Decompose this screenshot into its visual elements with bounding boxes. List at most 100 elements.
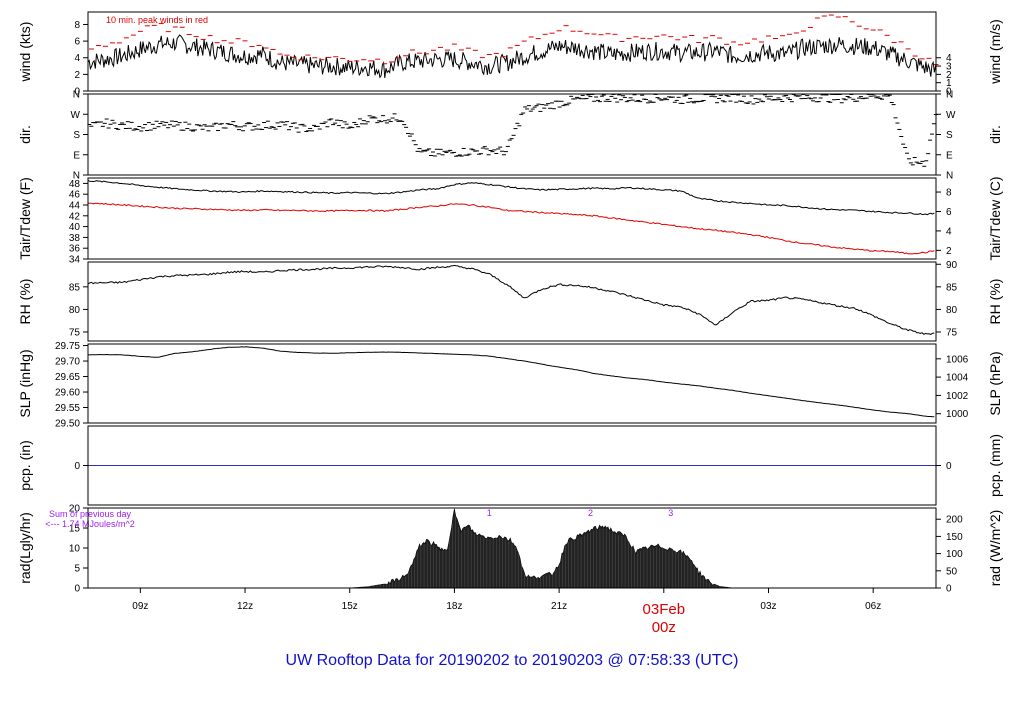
right-tick-label: 85 xyxy=(946,282,958,293)
right-tick-label: 1000 xyxy=(946,409,969,420)
panel-frame xyxy=(87,11,937,92)
panel-frame xyxy=(87,261,937,342)
y-axis-label-left: wind (kts) xyxy=(17,22,33,83)
right-tick-label: W xyxy=(946,110,956,121)
y-axis-label-left: Tair/Tdew (F) xyxy=(17,177,33,259)
y-axis-label-right: dir. xyxy=(987,125,1003,144)
left-tick-label: 29.50 xyxy=(55,419,80,430)
right-tick-label: 3 xyxy=(946,62,952,73)
radiation-peak-label: 1 xyxy=(487,508,492,518)
panel-frame xyxy=(87,507,937,589)
left-tick-label: N xyxy=(73,171,80,182)
right-tick-label: 8 xyxy=(946,188,952,199)
right-tick-label: S xyxy=(946,130,953,141)
right-tick-label: 100 xyxy=(946,549,963,560)
right-tick-label: 0 xyxy=(946,584,952,595)
right-tick-label: 6 xyxy=(946,207,952,218)
left-tick-label: 29.65 xyxy=(55,372,80,383)
left-tick-label: 36 xyxy=(69,244,81,255)
left-tick-label: 85 xyxy=(69,282,81,293)
left-tick-label: 2 xyxy=(74,70,80,81)
left-tick-label: 29.55 xyxy=(55,403,80,414)
right-tick-label: 75 xyxy=(946,327,958,338)
right-tick-label: 0 xyxy=(946,461,952,472)
right-tick-label: 1004 xyxy=(946,373,969,384)
left-tick-label: S xyxy=(73,130,80,141)
wind-speed-line xyxy=(87,34,937,79)
left-tick-label: 29.60 xyxy=(55,388,80,399)
right-tick-label: E xyxy=(946,150,953,161)
left-tick-label: E xyxy=(73,150,80,161)
panel-frame xyxy=(87,425,937,506)
left-tick-label: 6 xyxy=(74,37,80,48)
left-tick-label: 40 xyxy=(69,222,81,233)
panel-slp: 29.50 29.55 29.60 29.65 29.70 29.75 1000 1002 10… xyxy=(17,341,1003,429)
left-tick-label: 5 xyxy=(74,564,80,575)
left-tick-label: 42 xyxy=(69,211,81,222)
right-tick-label: 2 xyxy=(946,70,952,81)
left-tick-label: 38 xyxy=(69,233,81,244)
left-tick-label: 80 xyxy=(69,305,81,316)
left-tick-label: 44 xyxy=(69,201,81,212)
right-tick-label: 90 xyxy=(946,260,958,271)
slp-series-line xyxy=(88,346,935,418)
right-tick-label: N xyxy=(946,171,953,182)
left-tick-label: 8 xyxy=(74,20,80,31)
time-tick-label: 18z xyxy=(446,601,462,612)
time-tick-label: 03z xyxy=(760,601,776,612)
right-tick-label: 80 xyxy=(946,305,958,316)
right-tick-label: 1006 xyxy=(946,354,969,365)
left-tick-label: 15 xyxy=(69,524,81,535)
radiation-sum-note: Sum of previous day xyxy=(49,509,132,519)
y-axis-label-right: wind (m/s) xyxy=(987,19,1003,85)
time-tick-label: 21z xyxy=(551,601,567,612)
left-tick-label: 46 xyxy=(69,190,81,201)
y-axis-label-left: pcp. (in) xyxy=(17,440,33,491)
right-tick-label: 50 xyxy=(946,566,958,577)
radiation-peak-label: 2 xyxy=(588,508,593,518)
radiation-sum-value: <--- 1.74 MJoules/m^2 xyxy=(45,519,135,529)
radiation-peak-label: 3 xyxy=(668,508,673,518)
figure-title: UW Rooftop Data for 20190202 to 20190203… xyxy=(286,652,739,669)
right-tick-label: 1 xyxy=(946,78,952,89)
panel-frame xyxy=(87,177,937,260)
left-tick-label: 10 xyxy=(69,544,81,555)
left-tick-label: 0 xyxy=(74,461,80,472)
panel-rh: 75 80 85 75 80 85 90 RH (%) RH (%) xyxy=(17,260,1003,342)
left-tick-label: 0 xyxy=(74,584,80,595)
left-tick-label: 20 xyxy=(69,504,81,515)
panel-frame xyxy=(87,93,937,176)
left-tick-label: 48 xyxy=(69,179,81,190)
right-tick-label: 4 xyxy=(946,226,952,237)
date-marker-hour: 00z xyxy=(652,619,676,636)
y-axis-label-right: pcp. (mm) xyxy=(987,434,1003,497)
right-tick-label: 4 xyxy=(946,53,952,64)
right-tick-label: 2 xyxy=(946,246,952,257)
y-axis-label-left: RH (%) xyxy=(17,279,33,325)
rh-series-line xyxy=(87,264,935,335)
left-tick-label: W xyxy=(71,110,81,121)
left-tick-label: 29.70 xyxy=(55,357,80,368)
y-axis-label-left: SLP (inHg) xyxy=(17,349,33,417)
right-tick-label: 1002 xyxy=(946,391,969,402)
y-axis-label-right: rad (W/m^2) xyxy=(987,510,1003,587)
right-tick-label: 0 xyxy=(946,87,952,98)
left-tick-label: 75 xyxy=(69,327,81,338)
time-tick-label: 15z xyxy=(342,601,358,612)
time-tick-label: 12z xyxy=(237,601,253,612)
peak-wind-note: 10 min. peak winds in red xyxy=(106,15,208,25)
panel-pcp: 0 0 pcp. (in) pcp. (mm) xyxy=(17,425,1003,506)
y-axis-label-right: SLP (hPa) xyxy=(987,351,1003,415)
right-tick-label: N xyxy=(946,90,953,101)
left-tick-label: N xyxy=(73,90,80,101)
temp-series-tair xyxy=(87,179,935,216)
date-marker-day: 03Feb xyxy=(643,601,686,618)
left-tick-label: 4 xyxy=(74,53,80,64)
left-tick-label: 0 xyxy=(74,87,80,98)
